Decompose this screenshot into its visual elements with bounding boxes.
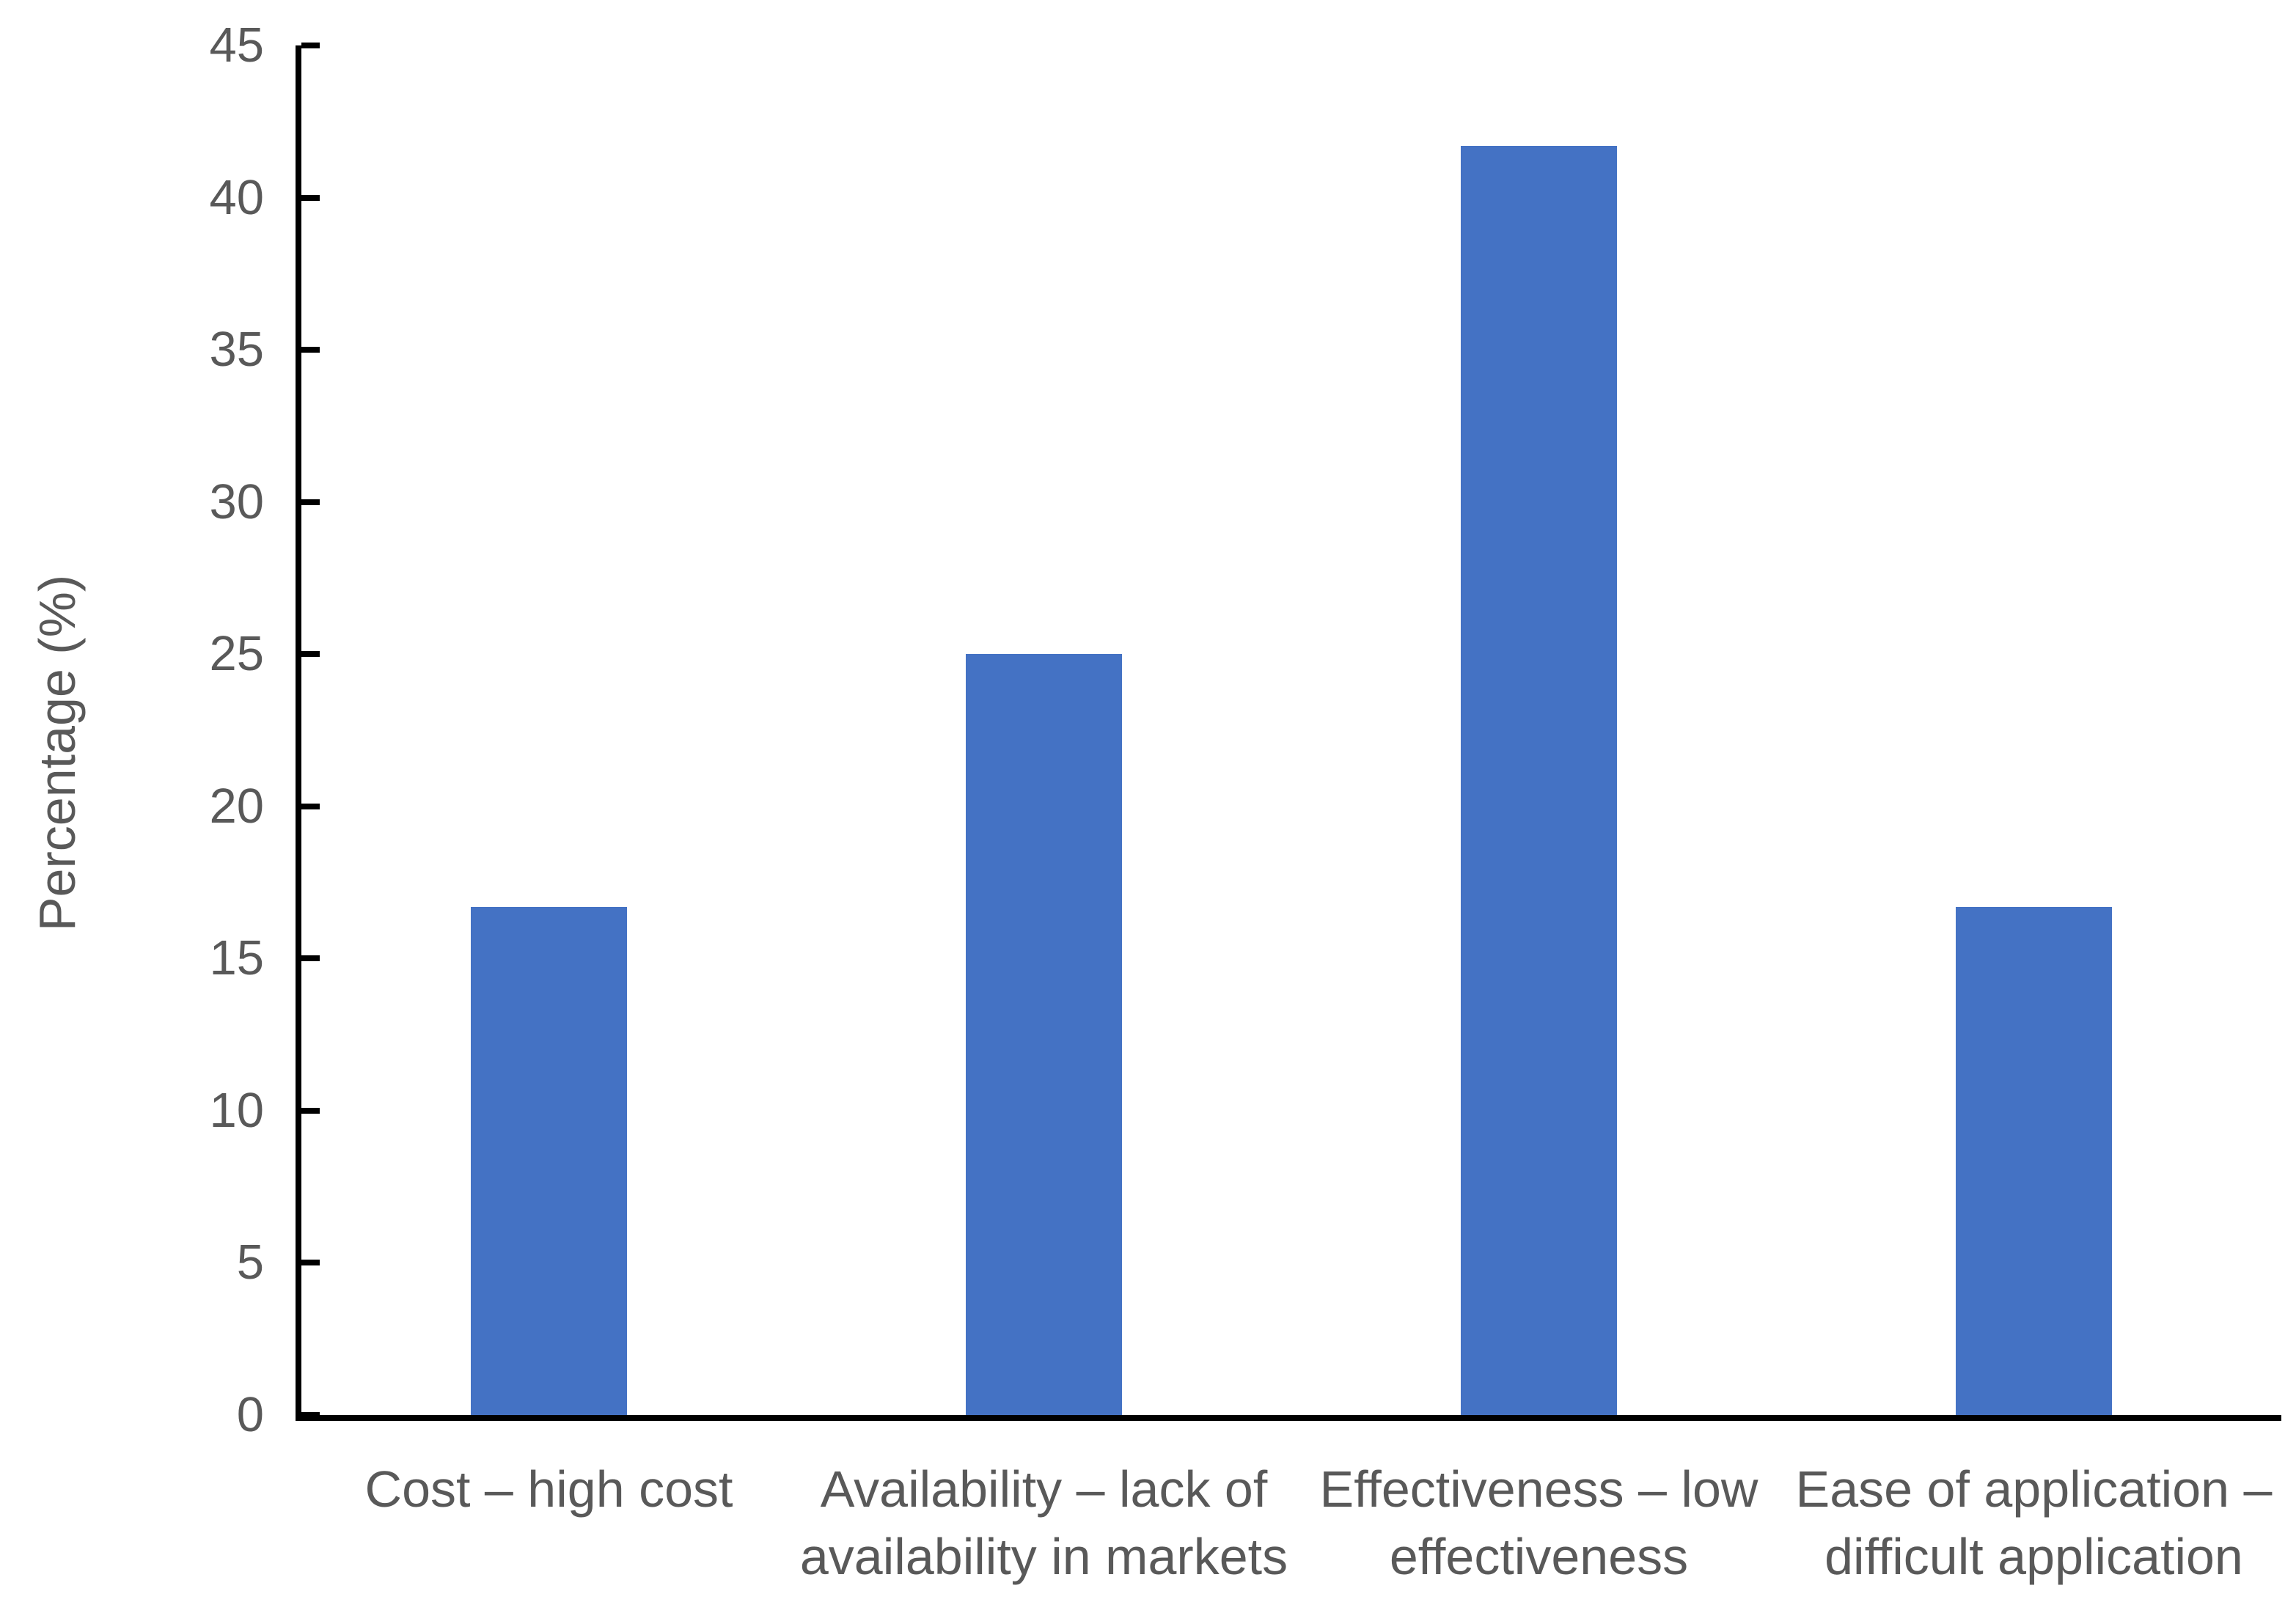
y-axis-tick-25	[301, 651, 320, 658]
y-tick-label-20: 20	[209, 778, 264, 834]
y-axis-tick-35	[301, 347, 320, 353]
bar-1	[966, 654, 1122, 1415]
category-label-3: Ease of application – difficult applicat…	[1795, 1460, 2273, 1585]
y-axis-tick-20	[301, 803, 320, 809]
bar-0	[471, 906, 627, 1415]
y-axis-tick-15	[301, 955, 320, 962]
category-label-1: Availability – lack of availability in m…	[799, 1460, 1288, 1585]
y-tick-label-45: 45	[209, 18, 264, 73]
plot-area	[296, 43, 2281, 1421]
y-axis-tick-40	[301, 194, 320, 201]
y-tick-label-30: 30	[209, 474, 264, 529]
bar-3	[1956, 906, 2112, 1415]
y-axis-tick-45	[301, 43, 320, 48]
category-label-2: Effectiveness – low effectiveness	[1319, 1460, 1758, 1585]
y-axis-tick-0	[301, 1412, 320, 1418]
y-tick-label-15: 15	[209, 930, 264, 986]
y-axis-tick-30	[301, 499, 320, 505]
y-axis-tick-10	[301, 1107, 320, 1114]
y-tick-label-40: 40	[209, 169, 264, 225]
y-tick-label-35: 35	[209, 322, 264, 378]
y-tick-label-10: 10	[209, 1082, 264, 1138]
bar-2	[1461, 146, 1617, 1415]
y-tick-label-25: 25	[209, 626, 264, 682]
category-label-0: Cost – high cost	[364, 1460, 733, 1518]
y-axis-tick-5	[301, 1260, 320, 1266]
y-tick-label-5: 5	[236, 1235, 264, 1290]
y-tick-label-0: 0	[236, 1387, 264, 1442]
